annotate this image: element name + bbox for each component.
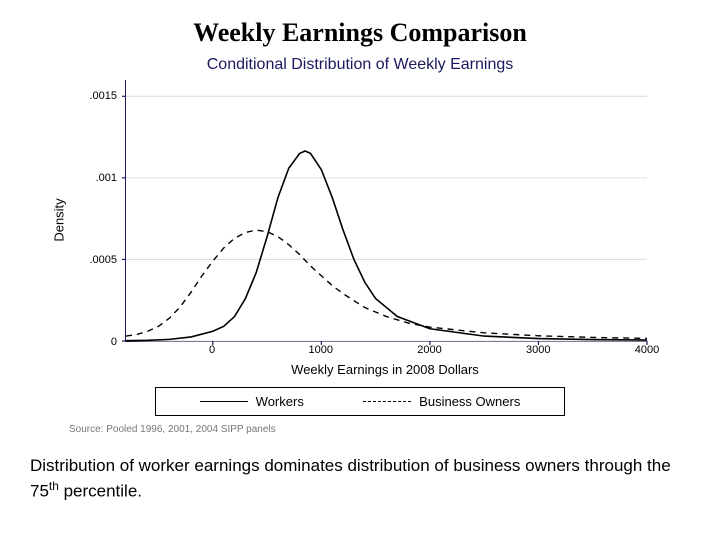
x-tick-label: 4000 [635,344,659,356]
x-tick-label: 2000 [417,344,441,356]
legend-label: Workers [256,394,304,409]
source-note: Source: Pooled 1996, 2001, 2004 SIPP pan… [69,424,655,435]
x-tick-label: 0 [209,344,215,356]
x-tick-labels: 01000200030004000 [125,344,647,360]
y-tick-label: .0005 [89,254,117,266]
chart-title: Conditional Distribution of Weekly Earni… [65,56,655,74]
page-title: Weekly Earnings Comparison [0,0,720,56]
legend-item: Business Owners [363,394,520,409]
y-tick-label: 0 [111,336,117,348]
series-business-owners [126,230,647,338]
y-tick-label: .001 [96,172,117,184]
legend: Workers Business Owners [155,387,565,416]
legend-swatch [363,401,411,402]
legend-swatch [200,401,248,402]
legend-item: Workers [200,394,304,409]
legend-label: Business Owners [419,394,520,409]
y-axis-label: Density [52,198,67,241]
density-chart: Conditional Distribution of Weekly Earni… [65,56,655,435]
y-tick-labels: 0.0005.001.0015 [75,80,117,342]
chart-frame: Density 0.0005.001.0015 0100020003000400… [65,80,655,360]
y-tick-label: .0015 [89,90,117,102]
x-axis-label: Weekly Earnings in 2008 Dollars [115,362,655,377]
plot-area [125,80,647,342]
series-workers [126,151,647,341]
caption-text: Distribution of worker earnings dominate… [30,455,690,504]
x-tick-label: 3000 [526,344,550,356]
x-tick-label: 1000 [309,344,333,356]
